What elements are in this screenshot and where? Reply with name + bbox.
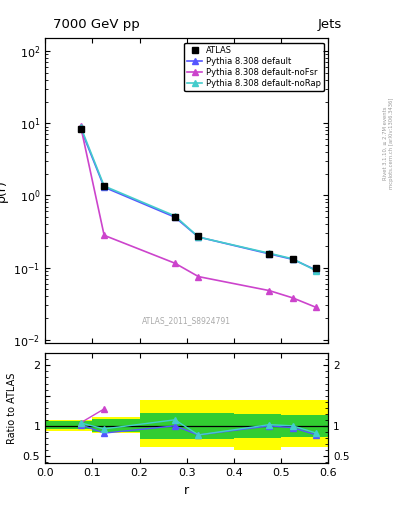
Pythia 8.308 default — [173, 214, 177, 220]
X-axis label: r: r — [184, 484, 189, 497]
ATLAS — [196, 233, 201, 239]
Pythia 8.308 default-noFsr — [173, 260, 177, 266]
Pythia 8.308 default — [314, 267, 319, 273]
Y-axis label: Ratio to ATLAS: Ratio to ATLAS — [7, 373, 17, 444]
Y-axis label: ρ(r): ρ(r) — [0, 179, 8, 202]
Legend: ATLAS, Pythia 8.308 default, Pythia 8.308 default-noFsr, Pythia 8.308 default-no: ATLAS, Pythia 8.308 default, Pythia 8.30… — [184, 42, 324, 92]
Text: Jets: Jets — [318, 18, 342, 31]
Pythia 8.308 default-noFsr — [78, 123, 83, 129]
Line: Pythia 8.308 default: Pythia 8.308 default — [77, 125, 320, 273]
Line: Pythia 8.308 default-noRap: Pythia 8.308 default-noRap — [77, 123, 320, 274]
ATLAS — [173, 214, 177, 220]
Pythia 8.308 default-noFsr — [290, 295, 295, 301]
Pythia 8.308 default-noRap — [290, 256, 295, 262]
Pythia 8.308 default-noFsr — [267, 288, 272, 294]
Pythia 8.308 default-noRap — [78, 123, 83, 130]
Pythia 8.308 default — [196, 234, 201, 240]
Pythia 8.308 default — [267, 251, 272, 257]
Text: ATLAS_2011_S8924791: ATLAS_2011_S8924791 — [142, 316, 231, 325]
Pythia 8.308 default-noFsr — [102, 232, 107, 239]
Pythia 8.308 default-noFsr — [196, 273, 201, 280]
ATLAS — [78, 126, 83, 132]
Pythia 8.308 default-noRap — [102, 183, 107, 189]
Pythia 8.308 default — [78, 125, 83, 132]
Text: mcplots.cern.ch [arXiv:1306.3436]: mcplots.cern.ch [arXiv:1306.3436] — [389, 98, 393, 189]
Pythia 8.308 default — [290, 257, 295, 263]
ATLAS — [102, 183, 107, 189]
Text: Rivet 3.1.10, ≥ 2.7M events: Rivet 3.1.10, ≥ 2.7M events — [383, 106, 387, 180]
ATLAS — [290, 257, 295, 263]
Line: ATLAS: ATLAS — [77, 125, 320, 272]
Line: Pythia 8.308 default-noFsr: Pythia 8.308 default-noFsr — [77, 123, 320, 311]
ATLAS — [267, 251, 272, 257]
ATLAS — [314, 265, 319, 271]
Text: 7000 GeV pp: 7000 GeV pp — [53, 18, 140, 31]
Pythia 8.308 default — [102, 184, 107, 190]
Pythia 8.308 default-noRap — [267, 250, 272, 257]
Pythia 8.308 default-noRap — [314, 268, 319, 274]
Pythia 8.308 default-noFsr — [314, 305, 319, 311]
Pythia 8.308 default-noRap — [196, 234, 201, 240]
Pythia 8.308 default-noRap — [173, 213, 177, 219]
